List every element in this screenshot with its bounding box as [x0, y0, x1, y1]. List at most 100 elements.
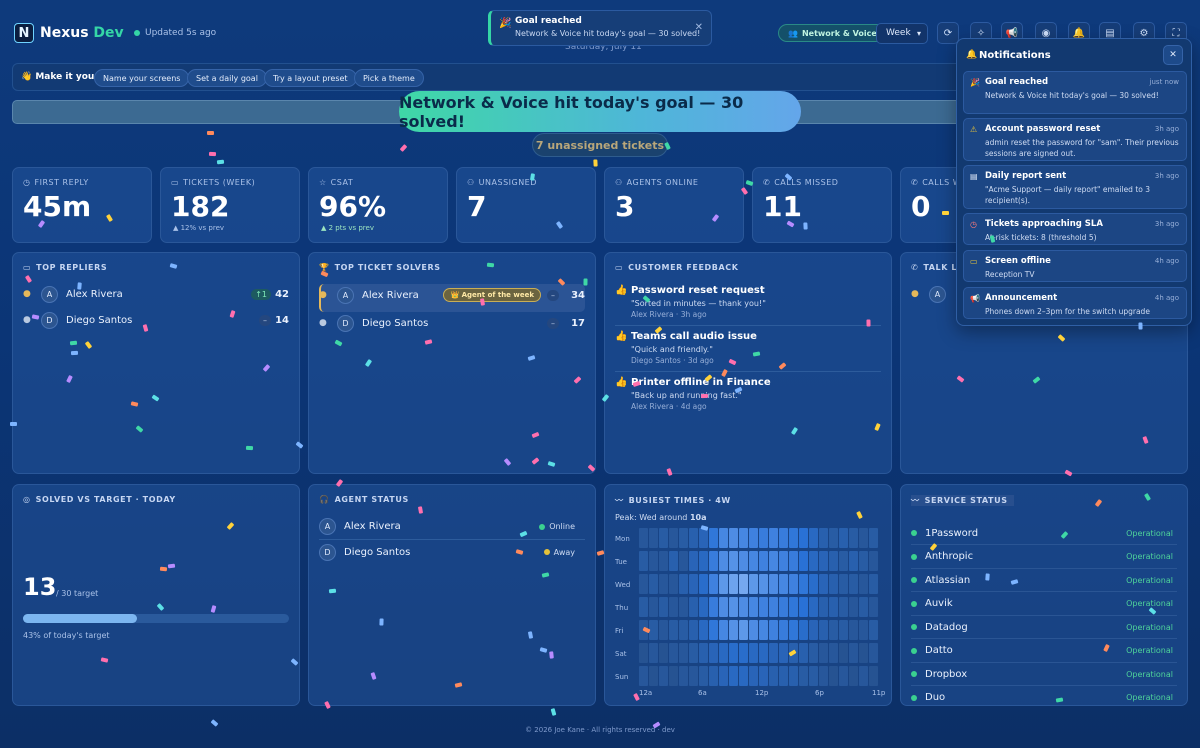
kpi-value: 7 [467, 190, 487, 223]
agent-name: Diego Santos [362, 317, 429, 329]
leaderboard-row: ● A [911, 283, 1177, 305]
activity-icon: 〰 [911, 496, 920, 505]
layout-preset-button[interactable]: Try a layout preset [264, 69, 357, 87]
service-status-label: Operational [1126, 693, 1173, 702]
phone-icon: ✆ [911, 263, 919, 272]
service-status-label: Operational [1126, 622, 1173, 632]
heatmap-cell [679, 666, 688, 686]
kpi-first-reply: ◷ FIRST REPLY 45m [12, 167, 152, 243]
refresh-button[interactable]: ⟳ [937, 22, 959, 44]
kpi-tickets-week: ▭ TICKETS (WEEK) 182 ▲ 12% vs prev [160, 167, 300, 243]
heatmap-cell [809, 574, 818, 594]
pick-theme-button[interactable]: Pick a theme [354, 69, 424, 87]
kpi-sub: ▲ 12% vs prev [173, 224, 225, 232]
heatmap-cell [659, 551, 668, 571]
status-dot [911, 530, 917, 536]
close-notifications-button[interactable]: ✕ [1163, 45, 1183, 65]
status-dot [911, 624, 917, 630]
sparkle-icon: ✧ [976, 27, 986, 39]
heatmap-cell [649, 597, 658, 617]
heatmap-cell [819, 551, 828, 571]
phone-icon: ✆ [911, 178, 919, 187]
confetti-piece [208, 151, 217, 157]
busiest-times-panel: 〰 BUSIEST TIMES · 4W Peak: Wed around 10a… [604, 484, 892, 706]
agent-row: D Diego Santos Away [319, 541, 585, 563]
heatmap-cell [819, 666, 828, 686]
app-logo: N [14, 23, 34, 43]
notification-item[interactable]: ▭ Screen offline Reception TV 4h ago [963, 250, 1187, 282]
gold-medal-icon: ● [319, 290, 327, 300]
team-selector[interactable]: 👥 Network & Voice [778, 24, 887, 42]
notification-item[interactable]: ◷ Tickets approaching SLA At-risk tickets:… [963, 213, 1187, 245]
heatmap-cell [679, 528, 688, 548]
heatmap-cell [789, 551, 798, 571]
heatmap-cell [689, 643, 698, 663]
avatar: D [41, 311, 58, 329]
set-goal-button[interactable]: Set a daily goal [187, 69, 267, 87]
camera-icon: ◉ [1041, 27, 1051, 39]
status-dot [911, 577, 917, 583]
feedback-item[interactable]: 👍 Password reset request "Sorted in minu… [615, 285, 881, 326]
heatmap-cell [709, 574, 718, 594]
avatar: A [41, 285, 58, 303]
report-icon: ▤ [970, 172, 978, 181]
heatmap-cell [709, 551, 718, 571]
document-icon: ▤ [1105, 27, 1115, 39]
heatmap-cell [689, 574, 698, 594]
heatmap-cell [829, 551, 838, 571]
notification-item[interactable]: 📢 Announcement Phones down 2–3pm for the s… [963, 287, 1187, 319]
heatmap-cell [799, 666, 808, 686]
heatmap-cell [849, 551, 858, 571]
heatmap-cell [849, 528, 858, 548]
headset-icon: 🎧 [319, 495, 330, 504]
brand-title: Nexus Dev [40, 25, 124, 41]
user-plus-icon: ⚇ [467, 178, 475, 187]
heatmap-day-label: Sat [615, 650, 627, 658]
rank-delta: ↑1 [251, 288, 271, 300]
thumbs-up-icon: 👍 [615, 331, 628, 342]
feedback-item[interactable]: 👍 Printer offline in Finance "Back up an… [615, 377, 771, 411]
peak-label: Peak: Wed around 10a [615, 513, 707, 522]
heatmap-cell [809, 643, 818, 663]
heatmap-cell [659, 597, 668, 617]
heatmap-hour-label: 6p [815, 689, 824, 697]
heatmap-cell [799, 551, 808, 571]
gear-icon: ⚙ [1139, 27, 1149, 39]
heatmap-cell [839, 551, 848, 571]
confetti-piece [549, 651, 554, 659]
status-dot [911, 647, 917, 654]
kpi-csat: ☆ CSAT 96% ▲ 2 pts vs prev [308, 167, 448, 243]
confetti-piece [328, 588, 337, 594]
heatmap-day-label: Tue [615, 558, 627, 566]
heatmap-cell [779, 643, 788, 663]
heatmap-cell [659, 574, 668, 594]
name-screens-button[interactable]: Name your screens [94, 69, 190, 87]
heatmap-cell [689, 551, 698, 571]
ticket-icon: ▭ [171, 178, 180, 187]
heatmap-hour-label: 11p [872, 689, 886, 697]
notification-item[interactable]: ▤ Daily report sent "Acme Support — daily … [963, 165, 1187, 209]
heatmap-cell [739, 643, 748, 663]
confetti-piece [985, 573, 990, 581]
heatmap-cell [659, 620, 668, 640]
confetti-piece [550, 708, 557, 716]
unassigned-chip[interactable]: 7 unassigned tickets [532, 133, 668, 157]
heatmap-cell [799, 643, 808, 663]
service-status-label: Operational [1126, 646, 1173, 655]
heatmap-cell [699, 528, 708, 548]
notification-item[interactable]: 🎉 Goal reached Network & Voice hit today's… [963, 71, 1187, 114]
heatmap-cell [689, 528, 698, 548]
heatmap-day-label: Fri [615, 627, 624, 635]
range-select[interactable]: Week ▾ [876, 23, 928, 44]
heatmap-cell [679, 551, 688, 571]
toast-close-icon[interactable]: ✕ [694, 22, 703, 33]
kpi-value: 11 [763, 190, 802, 223]
heatmap-cell [839, 620, 848, 640]
notification-item[interactable]: ⚠ Account password reset admin reset the p… [963, 118, 1187, 161]
feedback-item[interactable]: 👍 Teams call audio issue "Quick and frie… [615, 331, 881, 372]
heatmap-cell [749, 528, 758, 548]
notifications-panel: 🔔 Notifications ✕ 🎉 Goal reached Network &… [956, 38, 1192, 326]
make-it-yours-label: 👋 Make it yours: [21, 72, 108, 82]
heatmap-cell [799, 528, 808, 548]
confetti-piece [593, 159, 598, 167]
